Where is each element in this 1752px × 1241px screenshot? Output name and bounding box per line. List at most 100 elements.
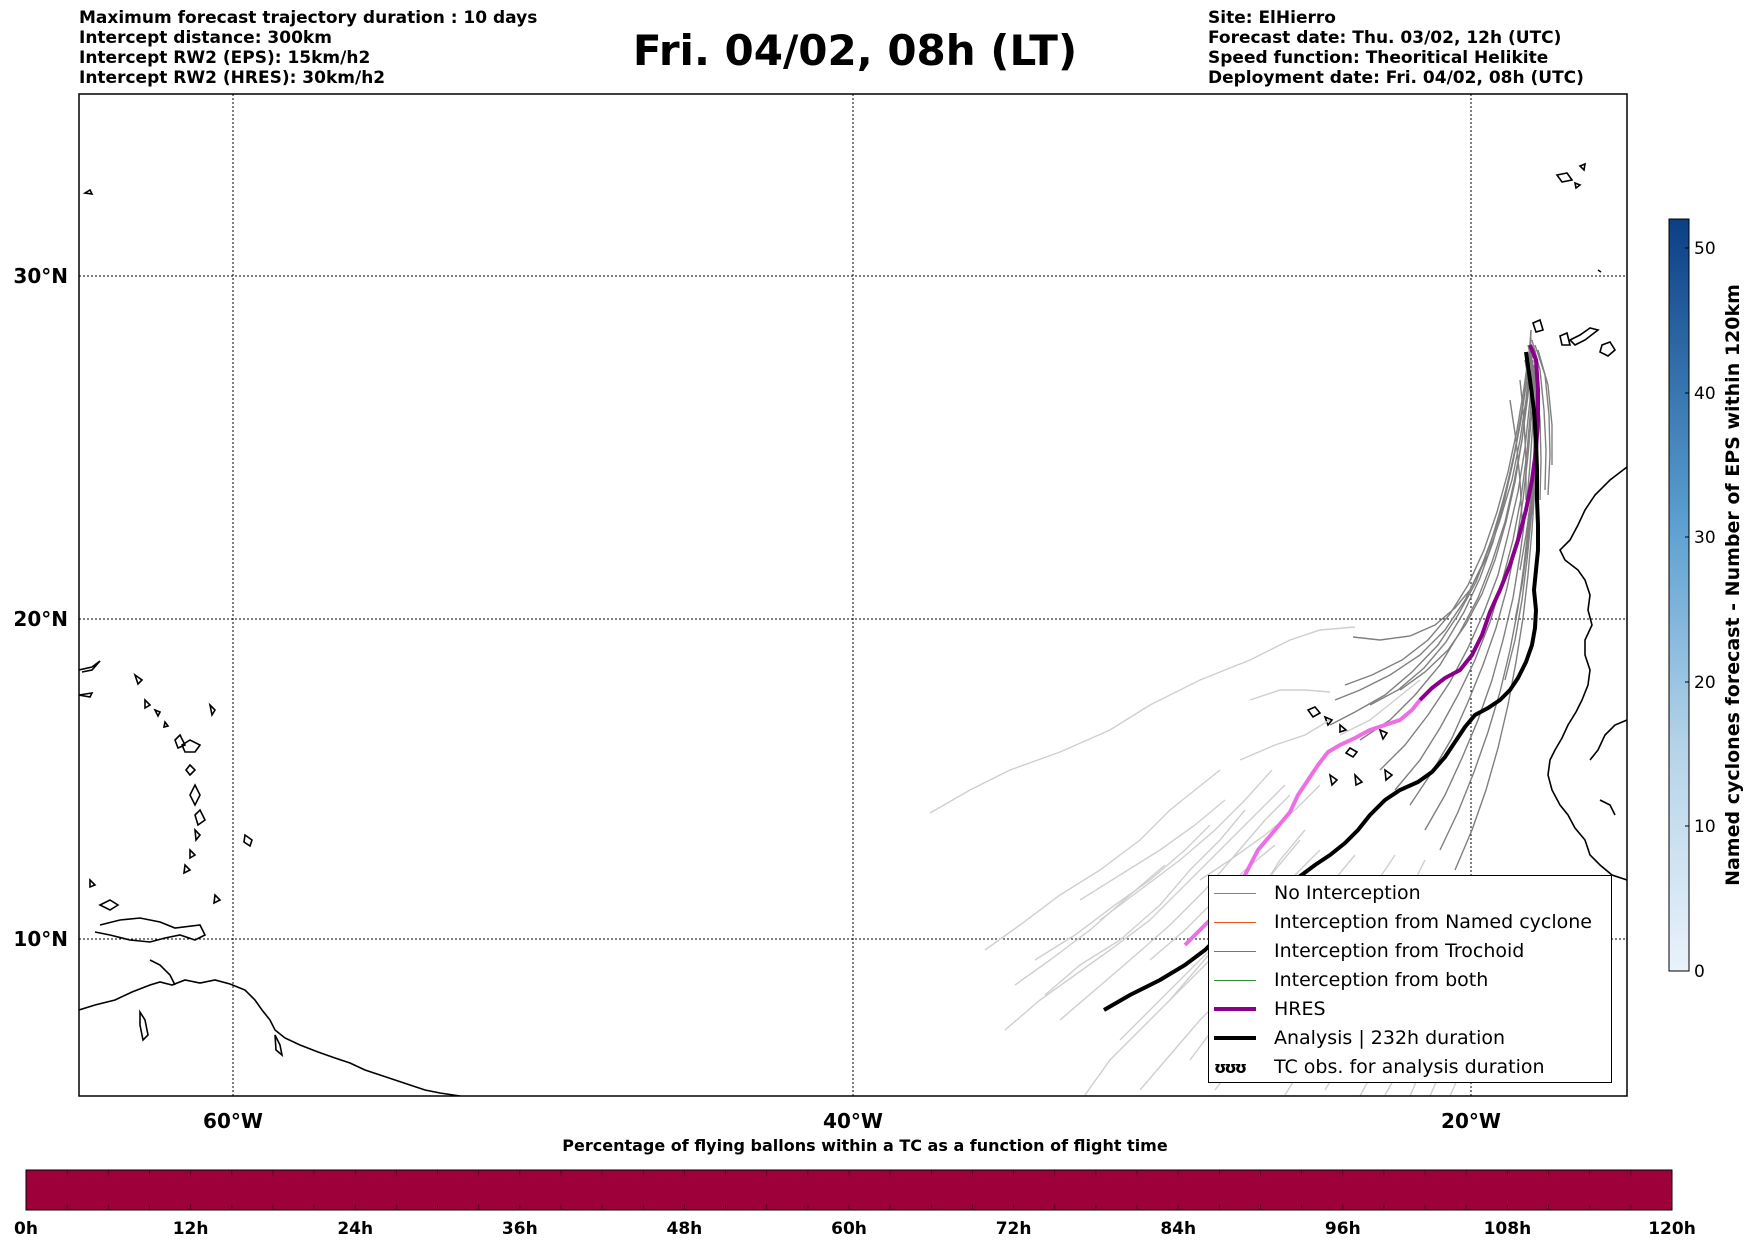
coast-island [162,720,170,729]
coast-island [89,878,97,889]
colorbar-tick-label: 10 [1694,817,1716,837]
coast-island [213,893,222,905]
legend-item-named-cyclone: Interception from Named cyclone [1209,909,1592,935]
coast-cape-verde [1328,773,1339,787]
legend-label: TC obs. for analysis duration [1274,1056,1545,1078]
coast-cape-verde [1306,706,1322,719]
page-title: Fri. 04/02, 08h (LT) [632,26,1078,75]
lon-tick-label: 20°W [1441,1109,1501,1133]
colorbar-right [1668,218,1690,972]
coast-island [98,899,120,911]
coast-island [243,833,253,848]
coast-island [79,691,94,698]
trajectory-late [1079,799,1226,901]
coast-canary-island [1599,341,1617,357]
colorbar-tick-label: 30 [1694,528,1716,548]
coast-island [183,863,192,875]
coast-cape-verde [1353,772,1364,787]
coast-island [274,1034,284,1058]
coast-madeira [1555,172,1574,183]
lon-tick-label: 60°W [203,1109,263,1133]
coast-island [133,672,144,686]
hres-trajectory [1418,344,1540,702]
coast-island [184,763,197,777]
trajectory-late [1004,784,1286,1031]
lon-tick-label: 40°W [823,1109,883,1133]
coast-island [79,660,101,673]
trajectory-no-interception [1424,369,1536,831]
coast-island [193,827,202,843]
coast-island [189,848,197,860]
trajectory-no-interception [1409,364,1535,806]
legend-item-both: Interception from both [1209,967,1488,993]
trajectory-no-interception [1519,379,1527,500]
legend-swatch [1214,1036,1256,1040]
trajectory-late [929,626,1356,814]
coast-canary-island [1559,331,1572,346]
coast-west-africa [1547,466,1627,881]
header-left-line: Intercept distance: 300km [79,28,332,48]
graticule [79,94,1627,1096]
header-left-line: Maximum forecast trajectory duration : 1… [79,8,538,28]
trajectory-late [984,769,1221,951]
colorbar-bottom-labels: 0h 12h 24h 36h 48h 60h 72h 84h 96h 108h … [14,1219,1696,1239]
trajectory-no-interception [1509,399,1523,521]
colorbar-hour-label: 72h [996,1219,1032,1239]
colorbar-hour-label: 12h [173,1219,209,1239]
header-right-line: Forecast date: Thu. 03/02, 12h (UTC) [1208,28,1562,48]
header-right-line: Site: ElHierro [1208,8,1336,28]
coast-island [174,733,187,750]
trajectory-late [1099,769,1273,921]
colorbar-tick-label: 20 [1694,673,1716,693]
legend-item-analysis: Analysis | 232h duration [1209,1025,1505,1051]
coast-canary-island [1568,327,1600,346]
coast-peninsula [94,917,207,943]
colorbar-hour-label: 120h [1648,1219,1696,1239]
coast-island [180,739,202,753]
legend: No Interception Interception from Named … [1208,875,1612,1083]
coast-island [194,808,207,827]
lat-tick-label: 30°N [13,264,68,288]
coast-cape-verde [1323,715,1334,727]
header-left-info: Maximum forecast trajectory duration : 1… [79,8,537,88]
header-right-line: Speed function: Theoritical Helikite [1208,48,1549,68]
lat-tick-label: 10°N [13,927,68,951]
tc-symbol-icon: ʊʊʊ [1214,1057,1247,1077]
coast-island [82,188,94,196]
colorbar-hour-label: 108h [1484,1219,1532,1239]
colorbar-hour-label: 48h [667,1219,703,1239]
trajectory-late [1014,864,1166,986]
legend-swatch [1214,892,1256,894]
coastlines [79,162,1627,1096]
legend-item-trochoid: Interception from Trochoid [1209,938,1524,964]
colorbar-hour-label: 84h [1160,1219,1196,1239]
coast-south-america [79,979,461,1096]
legend-item-hres: HRES [1209,996,1326,1022]
legend-swatch [1214,950,1256,952]
colorbar-right-labels: 0 10 20 30 40 50 [1694,239,1716,982]
trajectory-no-interception [1379,354,1533,771]
coast-island [153,708,162,718]
coast-cape-verde [1339,723,1348,734]
trajectory-late [1249,689,1331,701]
header-right-info: Site: ElHierro Forecast date: Thu. 03/02… [1208,8,1584,88]
coast-west-africa-b [1589,719,1627,761]
coast-island [144,698,152,710]
colorbar-tick-label: 50 [1694,239,1716,259]
trajectory-late [1084,829,1306,1096]
coast-guinea [1599,799,1616,816]
colorbar-bottom-ticks [66,1170,1632,1210]
map-frame [78,93,1628,1097]
colorbar-hour-label: 24h [337,1219,373,1239]
header-right-line: Deployment date: Fri. 04/02, 08h (UTC) [1208,68,1584,88]
header-left-line: Intercept RW2 (EPS): 15km/h2 [79,48,371,68]
trajectory-late [1239,719,1331,761]
trajectory-late [1059,794,1291,1021]
trajectory-late [1199,784,1321,881]
colorbar-hour-label: 60h [831,1219,867,1239]
colorbar-right-title-text: Named cyclones forecast - Number of EPS … [1722,284,1744,886]
colorbar-hour-label: 0h [14,1219,38,1239]
colorbar-hour-label: 96h [1325,1219,1361,1239]
coast-trinidad-area [149,959,176,986]
